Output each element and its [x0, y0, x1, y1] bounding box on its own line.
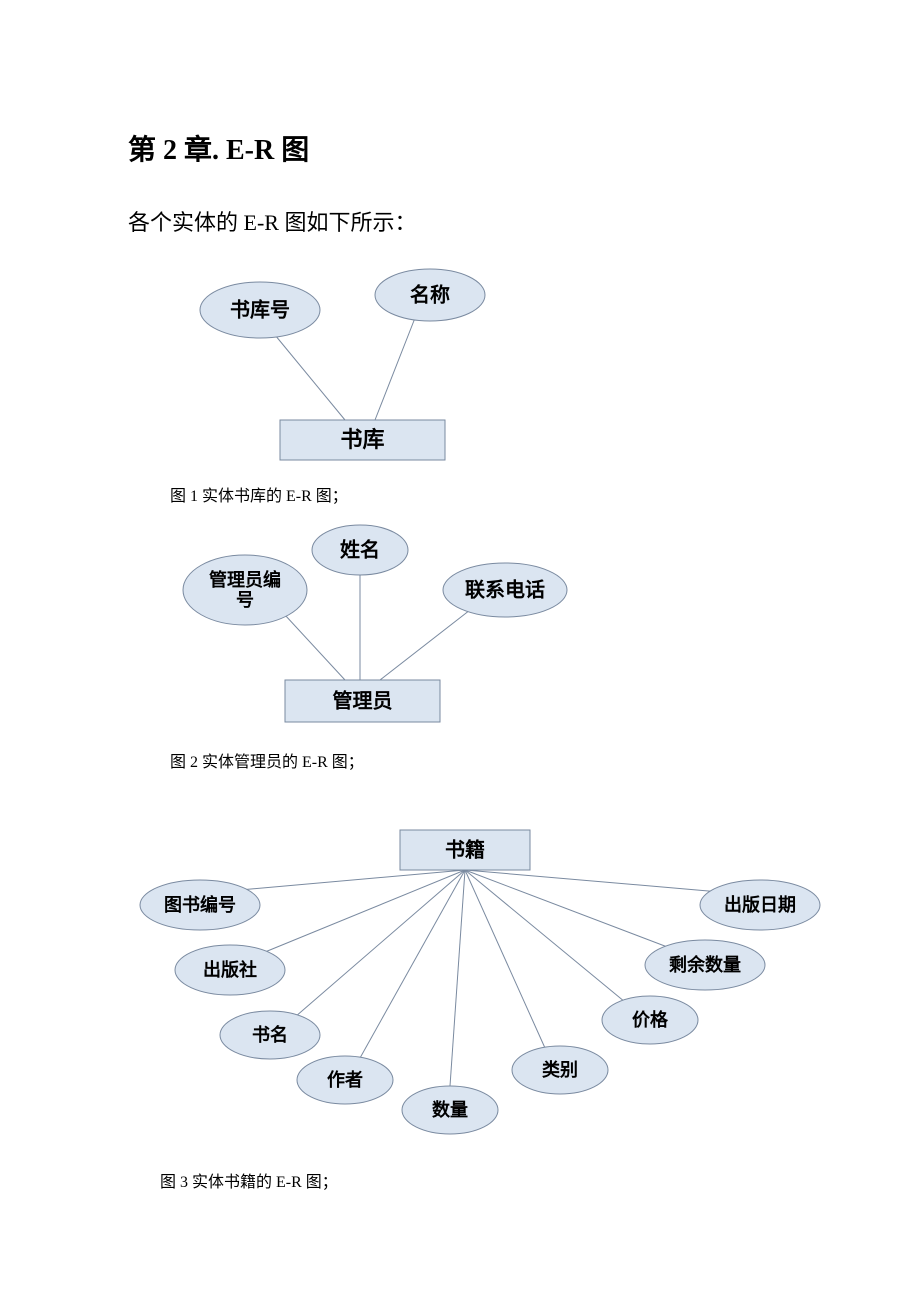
er-diagram-2: 管理员 管理员编号 姓名联系电话 [170, 510, 590, 730]
attribute-label: 图书编号 [164, 894, 236, 915]
attribute-label: 号 [236, 590, 254, 610]
caption-3: 图 3 实体书籍的 E-R 图； [160, 1168, 338, 1192]
attribute-label: 价格 [632, 1009, 669, 1030]
er-diagram-3: 书籍图书编号出版社书名作者数量 类别 价格 剩余数量 出版日期 [120, 810, 850, 1150]
chapter-title: 第 2 章. E-R 图 [128, 128, 309, 168]
entity-label: 书籍 [445, 838, 485, 862]
intro-text: 各个实体的 E-R 图如下所示： [128, 205, 416, 237]
attribute-label: 作者 [327, 1069, 363, 1090]
attribute-label: 管理员编 [209, 569, 281, 590]
attribute-label: 出版日期 [724, 894, 796, 915]
attribute-label: 书库号 [230, 298, 290, 322]
attribute-label: 名称 [410, 283, 450, 307]
attribute-label: 书名 [252, 1024, 288, 1045]
attribute-label: 数量 [432, 1099, 468, 1120]
entity-label: 书库 [340, 427, 384, 452]
entity-label: 管理员 [333, 689, 393, 713]
caption-2: 图 2 实体管理员的 E-R 图； [170, 748, 364, 772]
attribute-label: 剩余数量 [669, 954, 741, 975]
attribute-label: 出版社 [203, 959, 257, 980]
caption-1: 图 1 实体书库的 E-R 图； [170, 482, 348, 506]
page: 第 2 章. E-R 图 各个实体的 E-R 图如下所示： 书库 书库号 名称 图 … [0, 0, 920, 1302]
er-diagram-1: 书库 书库号 名称 [170, 260, 530, 470]
attribute-label: 类别 [542, 1059, 578, 1080]
attribute-label: 姓名 [340, 538, 380, 562]
attribute-label: 联系电话 [465, 579, 545, 602]
